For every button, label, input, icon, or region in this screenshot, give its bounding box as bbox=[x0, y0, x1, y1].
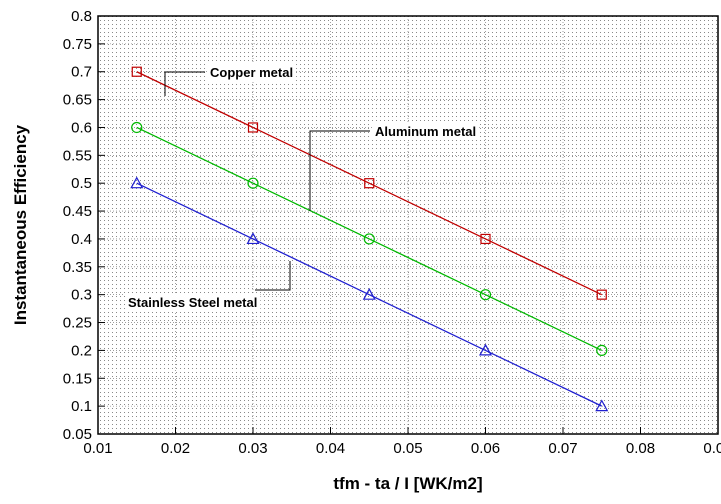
y-tick-label: 0.75 bbox=[63, 36, 92, 53]
y-tick-label: 0.6 bbox=[71, 119, 92, 136]
y-tick-label: 0.15 bbox=[63, 370, 92, 387]
steel-data-point bbox=[362, 287, 376, 300]
y-tick-label: 0.05 bbox=[63, 426, 92, 443]
steel-data-point bbox=[595, 399, 609, 412]
x-tick-label: 0.03 bbox=[238, 440, 267, 457]
steel-annotation-bg bbox=[125, 294, 261, 311]
copper-data-point bbox=[364, 178, 375, 189]
aluminum-data-point bbox=[479, 289, 492, 301]
aluminum-data-point bbox=[596, 344, 608, 356]
steel-annotation-leader bbox=[255, 261, 291, 291]
y-tick-label: 0.45 bbox=[63, 203, 92, 220]
aluminum-data-point bbox=[363, 233, 375, 245]
x-tick-label: 0.04 bbox=[316, 440, 345, 457]
aluminum-annotation-bg bbox=[372, 123, 480, 140]
aluminum-annotation-label: Aluminum metal bbox=[375, 124, 476, 139]
y-tick-label: 0.35 bbox=[63, 259, 92, 276]
x-axis-title: tfm - ta / I [WK/m2] bbox=[333, 474, 482, 493]
y-tick-label: 0.4 bbox=[71, 231, 92, 248]
x-tick-label: 0.08 bbox=[626, 440, 655, 457]
copper-data-point bbox=[247, 122, 259, 133]
copper-data-point bbox=[131, 66, 142, 77]
y-tick-label: 0.3 bbox=[71, 287, 92, 304]
annotation-layer: Copper metal Aluminum metal Stainless Stee… bbox=[125, 64, 480, 311]
steel-data-point bbox=[246, 232, 260, 245]
steel-annotation-label: Stainless Steel metal bbox=[128, 295, 257, 310]
copper-series-line bbox=[136, 71, 603, 296]
steel-data-point bbox=[130, 176, 144, 189]
x-tick-label: 0.01 bbox=[83, 440, 112, 457]
x-tick-label: 0.02 bbox=[161, 440, 190, 457]
y-tick-label: 0.25 bbox=[63, 315, 92, 332]
copper-annotation-leader bbox=[164, 71, 205, 96]
y-tick-label: 0.7 bbox=[71, 64, 92, 81]
plot-frame bbox=[97, 15, 719, 435]
copper-data-point bbox=[596, 289, 607, 300]
x-tick-label: 0.05 bbox=[393, 440, 422, 457]
aluminum-data-point bbox=[131, 121, 143, 134]
y-tick-label: 0.55 bbox=[63, 147, 92, 164]
copper-data-point bbox=[480, 233, 491, 245]
aluminum-series-line bbox=[136, 126, 603, 351]
x-tick-label: 0.07 bbox=[548, 440, 577, 457]
x-tick-label: 0.09 bbox=[703, 440, 721, 457]
x-tick-label: 0.06 bbox=[471, 440, 500, 457]
copper-annotation-bg bbox=[207, 64, 297, 81]
steel-data-point bbox=[478, 343, 493, 356]
series-layer bbox=[130, 66, 609, 412]
aluminum-annotation-leader bbox=[309, 130, 370, 211]
y-tick-label: 0.2 bbox=[71, 342, 92, 359]
tick-layer: 0.01 0.02 0.03 0.04 0.05 0.06 0.07 0.08 0.09 0.05… bbox=[63, 8, 721, 457]
y-tick-label: 0.65 bbox=[63, 92, 92, 109]
y-tick-label: 0.5 bbox=[71, 175, 92, 192]
aluminum-data-point bbox=[247, 177, 259, 189]
y-tick-label: 0.1 bbox=[71, 398, 92, 415]
y-tick-label: 0.8 bbox=[71, 8, 92, 25]
steel-series-line bbox=[136, 182, 603, 407]
copper-annotation-label: Copper metal bbox=[210, 65, 293, 80]
plot-background bbox=[98, 16, 718, 434]
y-axis-title: Instantaneous Efficiency bbox=[11, 124, 30, 325]
